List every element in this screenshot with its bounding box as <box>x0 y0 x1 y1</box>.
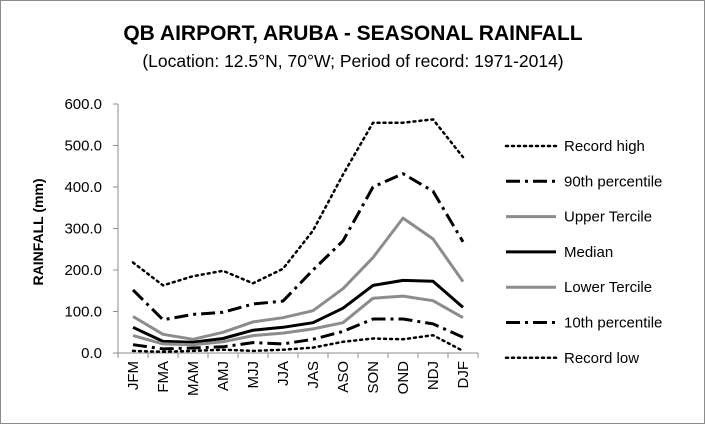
x-tick-label: MJJ <box>245 361 262 389</box>
y-tick-labels: 0.0 100.0 200.0 300.0 400.0 500.0 600.0 <box>64 96 118 362</box>
series-line-90th-percentile <box>131 172 465 322</box>
legend-label: Upper Tercile <box>564 209 652 226</box>
y-tick-label: 600.0 <box>64 96 102 113</box>
x-tick-label: FMA <box>155 361 172 393</box>
x-tick-label: ASO <box>335 361 352 393</box>
x-tick-label: SON <box>365 361 382 394</box>
legend-label: Record high <box>564 138 645 155</box>
y-tick-label: 200.0 <box>64 262 102 279</box>
y-axis-title: RAINFALL (mm) <box>30 178 46 285</box>
legend-label: Record low <box>564 350 639 367</box>
y-tick-label: 0.0 <box>81 345 102 362</box>
x-tick-label: JJA <box>275 361 292 386</box>
chart-title: QB AIRPORT, ARUBA - SEASONAL RAINFALL <box>123 22 582 45</box>
legend-label: 10th percentile <box>564 315 662 332</box>
x-tick-label: DJF <box>455 361 472 389</box>
x-tick-label: OND <box>395 361 412 395</box>
series-line-record-high <box>131 118 465 287</box>
series-lines <box>131 118 465 354</box>
x-tick-label: MAM <box>185 361 202 396</box>
x-tick-label: JAS <box>305 361 322 389</box>
legend-label: 90th percentile <box>564 173 662 190</box>
series-line-upper-tercile <box>132 216 465 341</box>
series-line-10th-percentile <box>132 317 464 351</box>
x-tick-label: AMJ <box>215 361 232 391</box>
x-tick-label: JFM <box>125 361 142 390</box>
x-tick-labels: JFM FMA MAM AMJ MJJ JJA JAS ASO SON OND NDJ DJF <box>117 353 479 396</box>
legend-label: Median <box>564 244 613 261</box>
y-tick-label: 400.0 <box>64 179 102 196</box>
series-line-record-low <box>131 333 465 354</box>
series-line-lower-tercile <box>132 294 464 347</box>
x-tick-label: NDJ <box>425 361 442 390</box>
legend-label: Lower Tercile <box>564 279 652 296</box>
y-tick-label: 500.0 <box>64 138 102 155</box>
legend: Record high 90th percentile Upper Tercile M… <box>504 138 662 367</box>
y-tick-label: 100.0 <box>64 304 102 321</box>
series-line-median <box>132 278 464 344</box>
y-tick-label: 300.0 <box>64 221 102 238</box>
chart-subtitle: (Location: 12.5°N, 70°W; Period of recor… <box>142 51 563 71</box>
